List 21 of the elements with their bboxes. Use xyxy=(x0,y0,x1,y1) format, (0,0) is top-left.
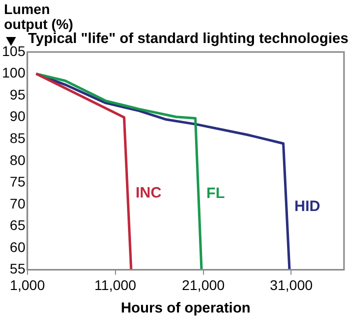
y-tick-label: 95 xyxy=(10,86,26,102)
y-tick-label: 100 xyxy=(2,64,26,81)
series-label: FL xyxy=(206,185,225,202)
y-axis-title: Lumen output (%) xyxy=(4,1,74,32)
y-tick-label: 85 xyxy=(10,130,26,146)
y-tick-label: 65 xyxy=(10,217,26,234)
y-tick-label: 70 xyxy=(10,195,26,212)
x-axis-title: Hours of operation xyxy=(120,300,251,316)
y-tick-label: 60 xyxy=(10,238,26,255)
y-tick-label: 55 xyxy=(10,260,26,277)
y-tick-label: 75 xyxy=(10,174,26,190)
y-tick-label: 105 xyxy=(2,42,26,59)
series-label: INC xyxy=(136,184,162,202)
x-tick-label: 1,000 xyxy=(10,277,46,294)
chart-title: Typical "life" of standard lighting technologies xyxy=(28,31,348,47)
y-tick-label: 80 xyxy=(10,152,26,168)
series-label: HID xyxy=(294,198,320,215)
x-tick-label: 21,000 xyxy=(182,277,225,294)
x-tick-label: 31,000 xyxy=(270,277,313,294)
x-tick-label: 11,000 xyxy=(94,277,136,294)
y-tick-label: 90 xyxy=(10,108,26,124)
